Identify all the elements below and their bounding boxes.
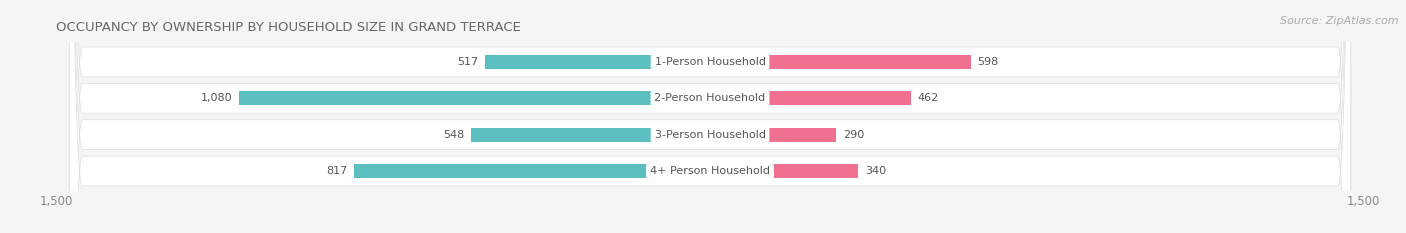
Text: 517: 517	[457, 57, 478, 67]
Text: 548: 548	[443, 130, 464, 140]
Text: 340: 340	[865, 166, 886, 176]
Bar	[239, 91, 710, 105]
Text: OCCUPANCY BY OWNERSHIP BY HOUSEHOLD SIZE IN GRAND TERRACE: OCCUPANCY BY OWNERSHIP BY HOUSEHOLD SIZE…	[56, 21, 522, 34]
Text: 462: 462	[918, 93, 939, 103]
Bar	[710, 164, 858, 178]
FancyBboxPatch shape	[69, 0, 1351, 233]
Bar	[485, 55, 710, 69]
Bar	[354, 164, 710, 178]
Bar	[471, 128, 710, 142]
Bar	[710, 91, 911, 105]
Text: 1,080: 1,080	[201, 93, 233, 103]
Text: 290: 290	[844, 130, 865, 140]
Text: 3-Person Household: 3-Person Household	[655, 130, 765, 140]
Text: 2-Person Household: 2-Person Household	[654, 93, 766, 103]
FancyBboxPatch shape	[69, 0, 1351, 233]
Text: 598: 598	[977, 57, 998, 67]
Text: 817: 817	[326, 166, 347, 176]
Text: 1-Person Household: 1-Person Household	[655, 57, 765, 67]
Bar	[710, 55, 970, 69]
Text: Source: ZipAtlas.com: Source: ZipAtlas.com	[1281, 16, 1399, 26]
Text: 4+ Person Household: 4+ Person Household	[650, 166, 770, 176]
FancyBboxPatch shape	[69, 0, 1351, 233]
Bar	[710, 128, 837, 142]
FancyBboxPatch shape	[69, 0, 1351, 233]
